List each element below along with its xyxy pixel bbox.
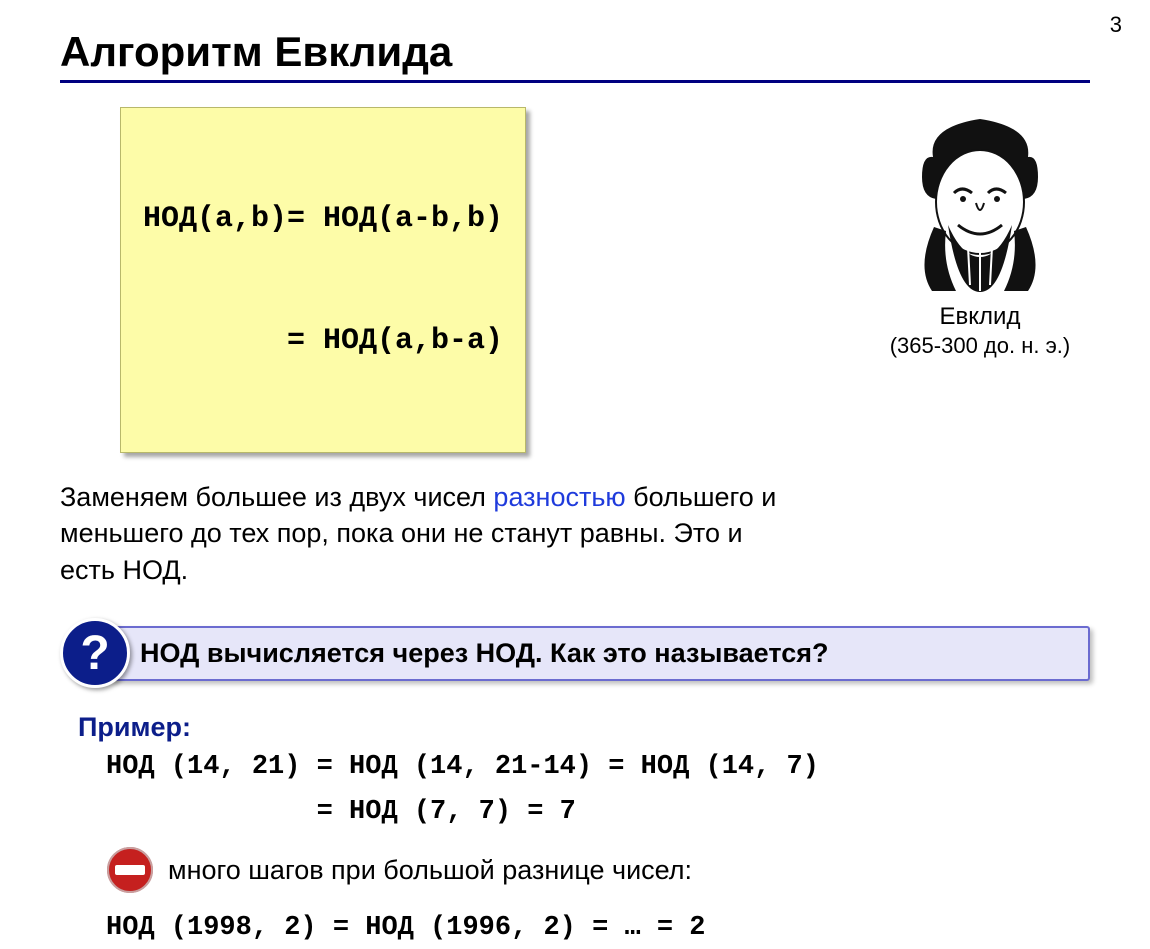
question-row: ? НОД вычисляется через НОД. Как это наз… xyxy=(60,618,1090,688)
title-rule xyxy=(60,80,1090,83)
example-label: Пример: xyxy=(78,712,1090,743)
example-line-2: = НОД (7, 7) = 7 xyxy=(106,792,1090,833)
page-title: Алгоритм Евклида xyxy=(60,28,1090,76)
formula-line-1: НОД(a,b)= НОД(a-b,b) xyxy=(143,199,503,240)
euclid-portrait-icon xyxy=(898,107,1063,292)
description: Заменяем большее из двух чисел разностью… xyxy=(60,479,780,588)
portrait-name: Евклид xyxy=(870,303,1090,331)
desc-highlight: разностью xyxy=(493,482,625,512)
question-mark-icon: ? xyxy=(60,618,130,688)
desc-pre: Заменяем большее из двух чисел xyxy=(60,482,493,512)
page-number: 3 xyxy=(1110,12,1122,38)
portrait-dates: (365-300 до. н. э.) xyxy=(870,333,1090,359)
warning-row: много шагов при большой разнице чисел: xyxy=(106,846,1090,894)
formula-box: НОД(a,b)= НОД(a-b,b) = НОД(a,b-a) xyxy=(120,107,526,453)
portrait-column: Евклид (365-300 до. н. э.) xyxy=(870,107,1090,359)
stop-icon xyxy=(106,846,154,894)
formula-line-2: = НОД(a,b-a) xyxy=(143,321,503,362)
example-line-1: НОД (14, 21) = НОД (14, 21-14) = НОД (14… xyxy=(106,747,1090,788)
example2-line: НОД (1998, 2) = НОД (1996, 2) = … = 2 xyxy=(106,908,1090,949)
question-text: НОД вычисляется через НОД. Как это назыв… xyxy=(110,626,1090,681)
warning-text: много шагов при большой разнице чисел: xyxy=(168,855,692,886)
top-row: НОД(a,b)= НОД(a-b,b) = НОД(a,b-a) Евклид… xyxy=(60,107,1090,453)
